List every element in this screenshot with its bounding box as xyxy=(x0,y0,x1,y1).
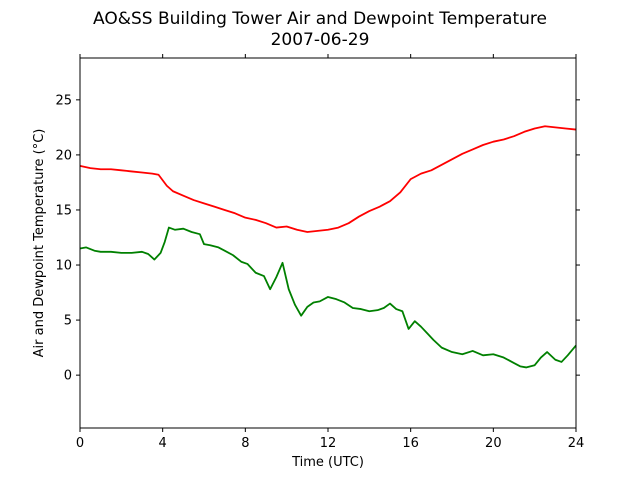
y-axis-label: Air and Dewpoint Temperature (°C) xyxy=(32,129,47,358)
series-layer xyxy=(79,125,577,369)
y-tick-label: 20 xyxy=(55,148,72,163)
y-tick-label: 5 xyxy=(64,314,72,329)
air-temperature-line xyxy=(79,125,577,233)
dewpoint-temperature-line xyxy=(79,226,577,369)
x-axis-label: Time (UTC) xyxy=(291,455,364,470)
y-tick-label: 25 xyxy=(55,93,72,108)
x-tick-label: 24 xyxy=(568,436,585,451)
chart-title: AO&SS Building Tower Air and Dewpoint Te… xyxy=(93,9,547,29)
x-tick-label: 16 xyxy=(402,436,419,451)
x-tick-label: 0 xyxy=(76,436,84,451)
chart-subtitle: 2007-06-29 xyxy=(271,30,370,50)
x-tick-label: 20 xyxy=(485,436,502,451)
y-axis: 0 5 10 15 20 25 xyxy=(55,93,580,384)
x-tick-label: 8 xyxy=(241,436,249,451)
plot-frame xyxy=(79,57,577,429)
y-tick-label: 15 xyxy=(55,203,72,218)
y-tick-label: 0 xyxy=(64,369,72,384)
plot-area xyxy=(80,58,576,428)
x-axis: 0 4 8 12 16 20 24 xyxy=(76,54,584,451)
x-tick-label: 4 xyxy=(159,436,167,451)
x-tick-label: 12 xyxy=(320,436,337,451)
y-tick-label: 10 xyxy=(55,259,72,274)
